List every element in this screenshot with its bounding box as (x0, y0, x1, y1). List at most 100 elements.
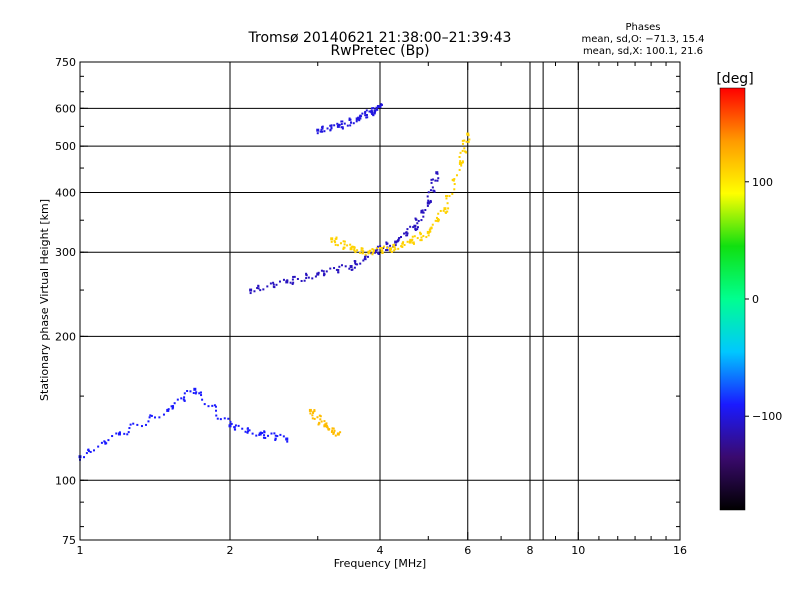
data-point (435, 216, 438, 219)
data-point (436, 179, 439, 182)
data-point (267, 434, 270, 437)
data-point (341, 120, 344, 123)
data-point (364, 253, 367, 256)
data-point (319, 418, 322, 421)
data-point (461, 160, 464, 163)
data-point (326, 425, 329, 428)
data-point (275, 283, 278, 286)
data-point (223, 417, 226, 420)
data-point (452, 179, 455, 182)
data-point (343, 243, 346, 246)
y-axis-label: Stationary phase Virtual Height [km] (38, 199, 51, 401)
data-point (461, 139, 464, 142)
data-point (373, 111, 376, 114)
data-point (198, 392, 201, 395)
data-point (353, 246, 356, 249)
data-point (214, 405, 217, 408)
data-point (323, 273, 326, 276)
colorbar (719, 87, 746, 511)
data-point (380, 249, 383, 252)
data-point (285, 437, 289, 441)
data-point (251, 432, 254, 435)
data-point (365, 109, 368, 112)
colorbar-label: [deg] (716, 71, 753, 87)
data-point (364, 254, 367, 257)
stats-line-x: mean, sd,X: 100.1, 21.6 (583, 46, 703, 57)
data-point (246, 427, 249, 430)
data-point (354, 261, 357, 264)
data-point (319, 130, 322, 133)
data-point (375, 249, 378, 252)
data-point (309, 412, 312, 415)
data-point (372, 107, 375, 110)
data-point (443, 207, 447, 211)
data-point (166, 408, 170, 412)
data-point (389, 249, 392, 252)
data-point (413, 235, 416, 238)
data-point (229, 420, 232, 423)
data-point (424, 209, 427, 212)
x-axis-label: Frequency [MHz] (334, 557, 426, 570)
data-point (447, 207, 450, 210)
data-point (433, 189, 436, 192)
data-point (330, 237, 334, 241)
data-point (420, 211, 423, 214)
chart-subtitle: RwPretec (Bp) (330, 43, 429, 59)
data-point (412, 226, 415, 229)
data-point (383, 245, 386, 248)
data-point (372, 248, 375, 251)
data-point (371, 252, 374, 255)
y-tick-label: 600 (55, 102, 76, 115)
data-point (348, 119, 351, 122)
data-point (458, 168, 461, 171)
data-point (97, 445, 100, 448)
data-point (364, 114, 367, 117)
data-point (162, 413, 165, 416)
data-point (320, 128, 323, 131)
data-point (337, 271, 340, 274)
data-point (426, 201, 430, 205)
data-point (319, 415, 322, 418)
data-point (422, 235, 425, 238)
data-point (333, 429, 336, 432)
data-point (445, 197, 448, 200)
data-point (421, 209, 424, 212)
data-point (453, 178, 456, 181)
data-point (230, 422, 233, 425)
data-point (256, 287, 259, 290)
data-point (340, 126, 343, 129)
data-point (419, 231, 422, 234)
data-point (357, 118, 360, 121)
data-point (361, 112, 364, 115)
data-point (321, 126, 324, 129)
data-point (336, 244, 339, 247)
data-point (323, 424, 327, 428)
data-point (403, 232, 406, 235)
data-point (316, 132, 319, 135)
data-point (431, 223, 434, 226)
data-point (289, 281, 292, 284)
data-point (370, 252, 373, 255)
data-point (372, 113, 375, 116)
data-point (451, 192, 454, 195)
data-point (370, 110, 374, 114)
data-point (385, 241, 388, 244)
data-point (318, 422, 321, 425)
data-point (376, 245, 379, 248)
data-point (408, 240, 412, 244)
data-point (249, 288, 253, 292)
y-tick-label: 200 (55, 330, 76, 343)
data-point (419, 239, 422, 242)
x-tick-label: 16 (673, 544, 687, 557)
data-point (171, 405, 174, 408)
data-point (425, 236, 428, 239)
data-point (321, 130, 324, 133)
data-point (272, 281, 275, 284)
data-point (349, 247, 353, 251)
data-point (442, 209, 445, 212)
data-point (144, 423, 147, 426)
data-point (360, 115, 363, 118)
data-point (341, 126, 344, 129)
data-point (343, 240, 346, 243)
data-point (333, 124, 336, 127)
